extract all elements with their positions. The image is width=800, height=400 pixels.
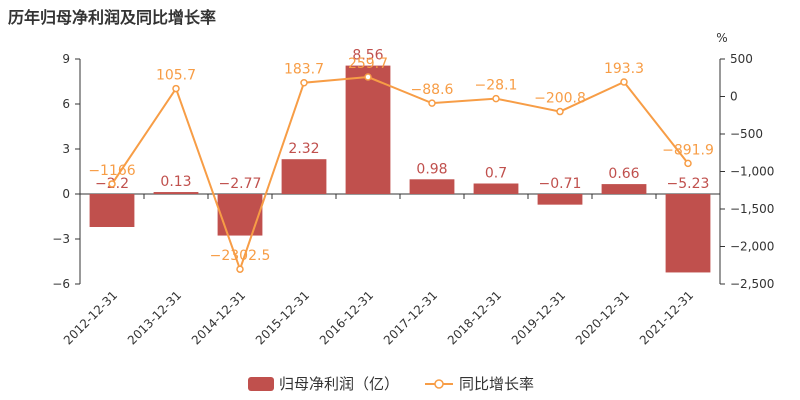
x-tick-label: 2017-12-31 bbox=[381, 288, 440, 347]
bar-value-label: −5.23 bbox=[667, 176, 710, 192]
growth-value-label: −891.9 bbox=[662, 142, 714, 158]
left-tick-label: 3 bbox=[62, 142, 70, 156]
bar-value-label: −2.77 bbox=[219, 176, 262, 192]
chart-title: 历年归母净利润及同比增长率 bbox=[8, 8, 217, 27]
growth-point bbox=[492, 94, 500, 103]
bar-value-label: 0.7 bbox=[485, 166, 507, 182]
right-tick-label: −2,000 bbox=[730, 240, 774, 254]
growth-point bbox=[428, 99, 436, 107]
left-tick-label: 6 bbox=[62, 97, 70, 111]
legend-swatch-marker bbox=[434, 379, 444, 389]
bar bbox=[537, 194, 583, 205]
growth-value-label: 183.7 bbox=[284, 62, 324, 78]
bar bbox=[345, 65, 391, 194]
x-tick-label: 2012-12-31 bbox=[61, 288, 120, 347]
growth-point bbox=[556, 107, 564, 116]
growth-value-label: −28.1 bbox=[475, 78, 518, 94]
left-tick-label: −6 bbox=[52, 277, 70, 291]
growth-line bbox=[111, 76, 689, 273]
growth-point bbox=[236, 265, 244, 273]
right-tick-label: 500 bbox=[730, 52, 753, 66]
left-tick-label: 0 bbox=[62, 187, 70, 201]
legend: 归母净利润（亿） 同比增长率 bbox=[248, 375, 534, 393]
bar-value-label: 0.66 bbox=[608, 166, 639, 182]
bar bbox=[473, 183, 519, 194]
x-tick-label: 2013-12-31 bbox=[125, 288, 184, 347]
bar-value-label: 8.56 bbox=[352, 48, 383, 64]
bar-value-label: −0.71 bbox=[539, 176, 582, 192]
bar-value-label: 0.13 bbox=[160, 174, 191, 190]
legend-swatch-bar bbox=[248, 377, 274, 391]
growth-point bbox=[300, 78, 308, 87]
growth-point bbox=[364, 73, 372, 81]
bar bbox=[281, 159, 327, 194]
right-tick-label: −2,500 bbox=[730, 277, 774, 291]
x-tick-label: 2015-12-31 bbox=[253, 288, 312, 347]
growth-value-label: −1166 bbox=[88, 163, 135, 179]
bar-value-label: 2.32 bbox=[288, 141, 319, 157]
right-tick-label: −500 bbox=[730, 127, 763, 141]
bar-value-label: 0.98 bbox=[416, 161, 447, 177]
x-tick-label: 2014-12-31 bbox=[189, 288, 248, 347]
growth-value-label: −2302.5 bbox=[210, 248, 271, 264]
bar bbox=[665, 194, 711, 273]
growth-value-label: −200.8 bbox=[534, 91, 586, 107]
growth-point bbox=[620, 78, 628, 86]
growth-point bbox=[684, 159, 692, 168]
right-tick-label: −1,500 bbox=[730, 202, 774, 216]
bar bbox=[409, 179, 455, 194]
right-tick-label: −1,000 bbox=[730, 165, 774, 179]
right-axis-unit: % bbox=[716, 31, 727, 45]
legend-label-bar: 归母净利润（亿） bbox=[279, 375, 399, 393]
growth-point bbox=[172, 84, 180, 93]
growth-value-label: 259.7 bbox=[348, 56, 388, 72]
x-tick-label: 2018-12-31 bbox=[445, 288, 504, 347]
x-tick-label: 2016-12-31 bbox=[317, 288, 376, 347]
growth-point bbox=[108, 180, 116, 188]
legend-label-line: 同比增长率 bbox=[459, 375, 534, 393]
left-tick-label: 9 bbox=[62, 52, 70, 66]
left-tick-label: −3 bbox=[52, 232, 70, 246]
bar bbox=[89, 194, 135, 227]
x-tick-label: 2019-12-31 bbox=[509, 288, 568, 347]
x-tick-label: 2020-12-31 bbox=[573, 288, 632, 347]
bar bbox=[601, 184, 647, 194]
bar bbox=[153, 192, 199, 194]
x-tick-label: 2021-12-31 bbox=[637, 288, 696, 347]
growth-value-label: 193.3 bbox=[604, 61, 644, 77]
growth-value-label: −88.6 bbox=[411, 82, 454, 98]
bar bbox=[217, 194, 263, 236]
growth-value-label: 105.7 bbox=[156, 68, 196, 84]
right-tick-label: 0 bbox=[730, 90, 738, 104]
